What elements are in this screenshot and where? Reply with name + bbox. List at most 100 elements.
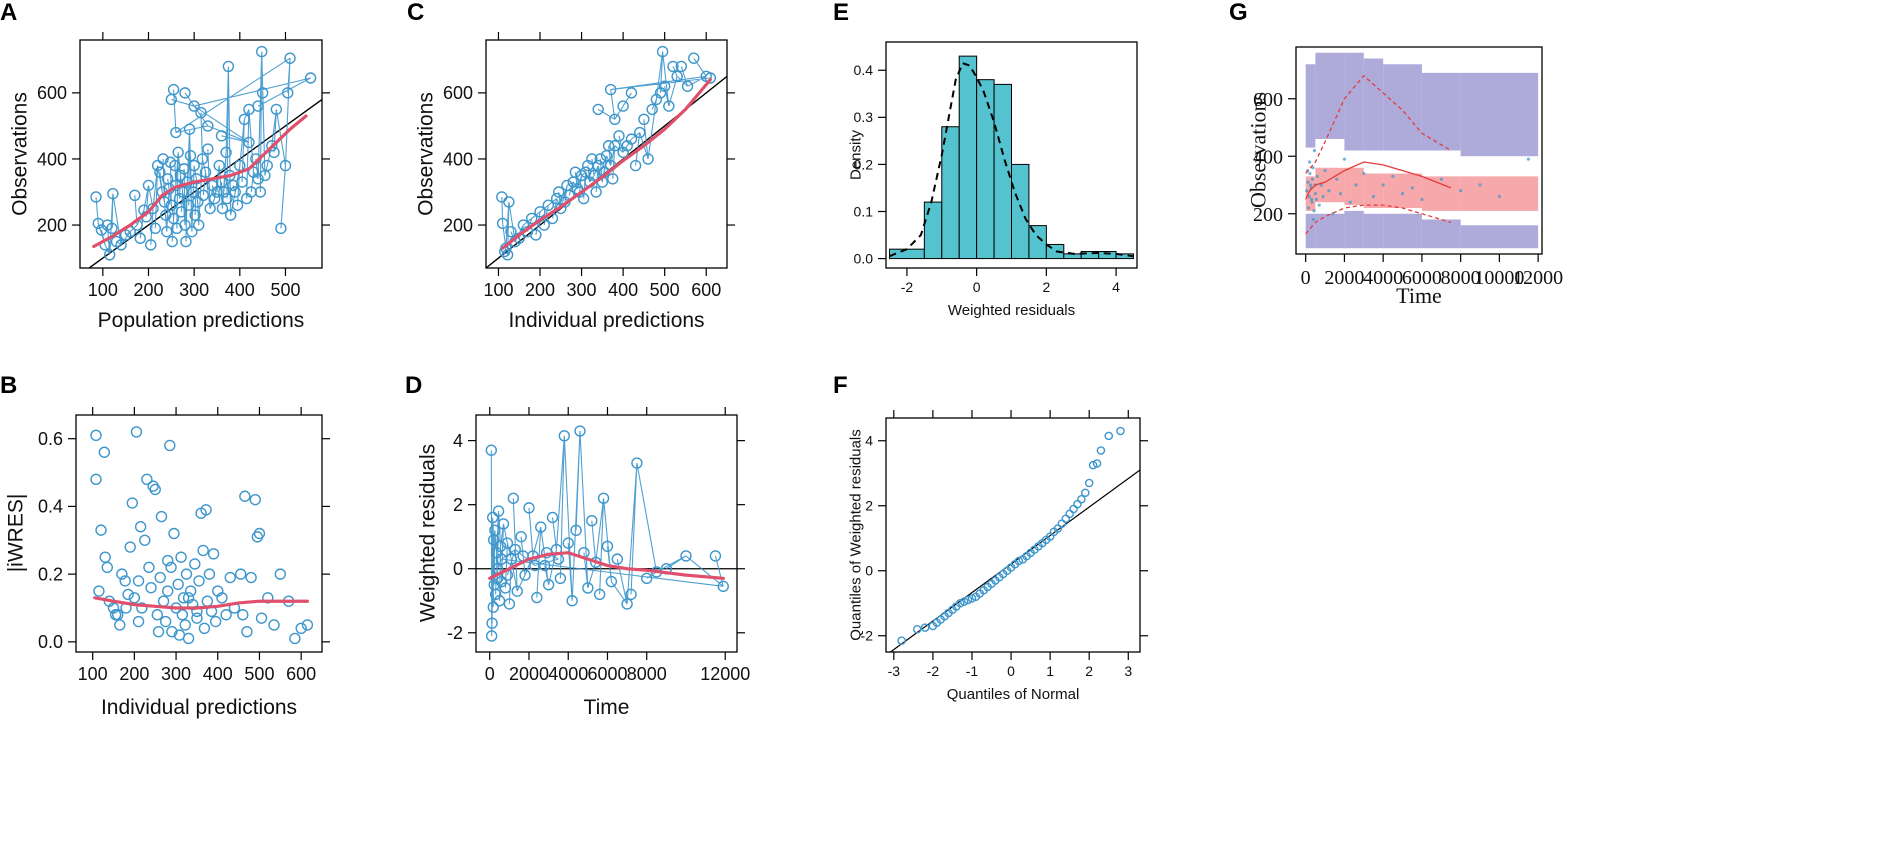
data-point: [1310, 200, 1314, 204]
data-point: [495, 553, 508, 565]
y-tick-label: 2: [865, 498, 873, 514]
x-axis-label: Quantiles of Normal: [947, 686, 1080, 703]
data-point: [193, 575, 205, 587]
data-point: [1478, 183, 1482, 187]
x-tick-label: 300: [567, 280, 597, 300]
data-point: [501, 249, 514, 261]
x-tick-label: 1: [1046, 663, 1054, 679]
data-point: [295, 622, 307, 634]
data-point: [165, 561, 177, 574]
data-point: [1362, 171, 1366, 176]
x-tick-label: 300: [161, 664, 191, 684]
data-point: [149, 222, 162, 235]
y-tick-label: 4: [453, 431, 463, 451]
data-point: [184, 149, 197, 162]
y-tick-label: 0.0: [38, 632, 63, 652]
data-point: [175, 206, 188, 218]
prediction-band-segment: [1344, 52, 1364, 151]
data-point: [1526, 157, 1531, 161]
data-point: [1348, 200, 1352, 204]
data-point: [717, 580, 729, 593]
data-point: [182, 592, 195, 604]
plot-frame: [885, 417, 1141, 653]
plot-frame: [79, 39, 323, 269]
data-point: [111, 609, 124, 621]
data-point: [236, 176, 248, 188]
data-point: [255, 612, 268, 624]
data-point: [485, 444, 498, 456]
y-axis-label: |iWRES|: [5, 494, 28, 573]
data-point: [161, 225, 173, 238]
y-tick-label: 600: [37, 83, 67, 103]
panel-e: -2 0 2 4 0.0 0.1 0.2 0.3 0.4 Weighted residuals De…: [833, 0, 1138, 319]
x-tick-label: 600: [691, 280, 721, 300]
data-point: [963, 595, 973, 605]
x-tick-label: 4: [1112, 279, 1120, 295]
data-point: [191, 612, 203, 624]
y-axis-label: Density: [848, 129, 865, 180]
data-point: [284, 52, 296, 64]
data-point: [530, 229, 542, 241]
data-point: [1391, 174, 1395, 178]
data-point: [663, 100, 675, 112]
data-point: [301, 619, 314, 631]
prediction-band-segment: [1305, 213, 1316, 249]
x-tick-label: 6000: [1402, 267, 1442, 289]
data-point: [141, 473, 153, 486]
y-axis-label: Observations: [9, 92, 32, 216]
data-point: [1497, 194, 1501, 199]
data-point: [134, 521, 147, 533]
data-point: [101, 561, 113, 574]
data-point: [216, 592, 228, 604]
data-point: [209, 615, 222, 628]
prediction-band-segment: [1315, 213, 1326, 249]
plot-frame: [485, 39, 728, 269]
data-point: [642, 153, 654, 165]
data-point: [268, 146, 280, 159]
prediction-band-segment: [1460, 176, 1539, 211]
data-point: [122, 588, 134, 601]
data-point: [129, 189, 141, 202]
data-point: [592, 159, 604, 172]
data-point: [149, 483, 161, 496]
data-point: [143, 561, 155, 574]
data-point: [229, 186, 241, 198]
x-tick-label: 12000: [700, 664, 750, 684]
data-point: [154, 166, 166, 178]
data-point: [667, 60, 679, 73]
data-point: [180, 568, 193, 580]
data-point: [1420, 197, 1424, 201]
data-point: [1338, 192, 1343, 196]
data-point: [119, 575, 131, 587]
prediction-band-segment: [1421, 176, 1461, 211]
data-point: [920, 623, 930, 632]
y-tick-label: 400: [37, 149, 67, 169]
data-point: [529, 559, 541, 572]
data-point: [252, 100, 264, 112]
data-point: [155, 510, 168, 523]
data-point: [515, 531, 527, 543]
data-point: [495, 575, 508, 588]
data-point: [170, 126, 182, 139]
prediction-band-segment: [1363, 213, 1384, 249]
data-point: [500, 242, 512, 254]
data-point: [132, 575, 145, 587]
data-point: [1305, 189, 1309, 193]
y-tick-label: 0.4: [854, 62, 874, 78]
x-tick-label: 6000: [587, 664, 627, 684]
prediction-band-segment: [1344, 167, 1364, 206]
data-point: [553, 186, 565, 198]
data-point: [224, 571, 236, 584]
x-tick-label: 0: [1301, 267, 1311, 289]
data-point: [192, 196, 204, 208]
data-point: [613, 130, 625, 142]
data-point: [220, 146, 232, 159]
data-point: [546, 511, 559, 524]
data-point: [164, 439, 176, 452]
data-point: [1313, 192, 1317, 196]
data-point: [709, 550, 722, 562]
data-point: [128, 592, 141, 604]
data-point: [196, 153, 209, 165]
prediction-band-segment: [1383, 213, 1422, 249]
data-point: [586, 153, 598, 165]
